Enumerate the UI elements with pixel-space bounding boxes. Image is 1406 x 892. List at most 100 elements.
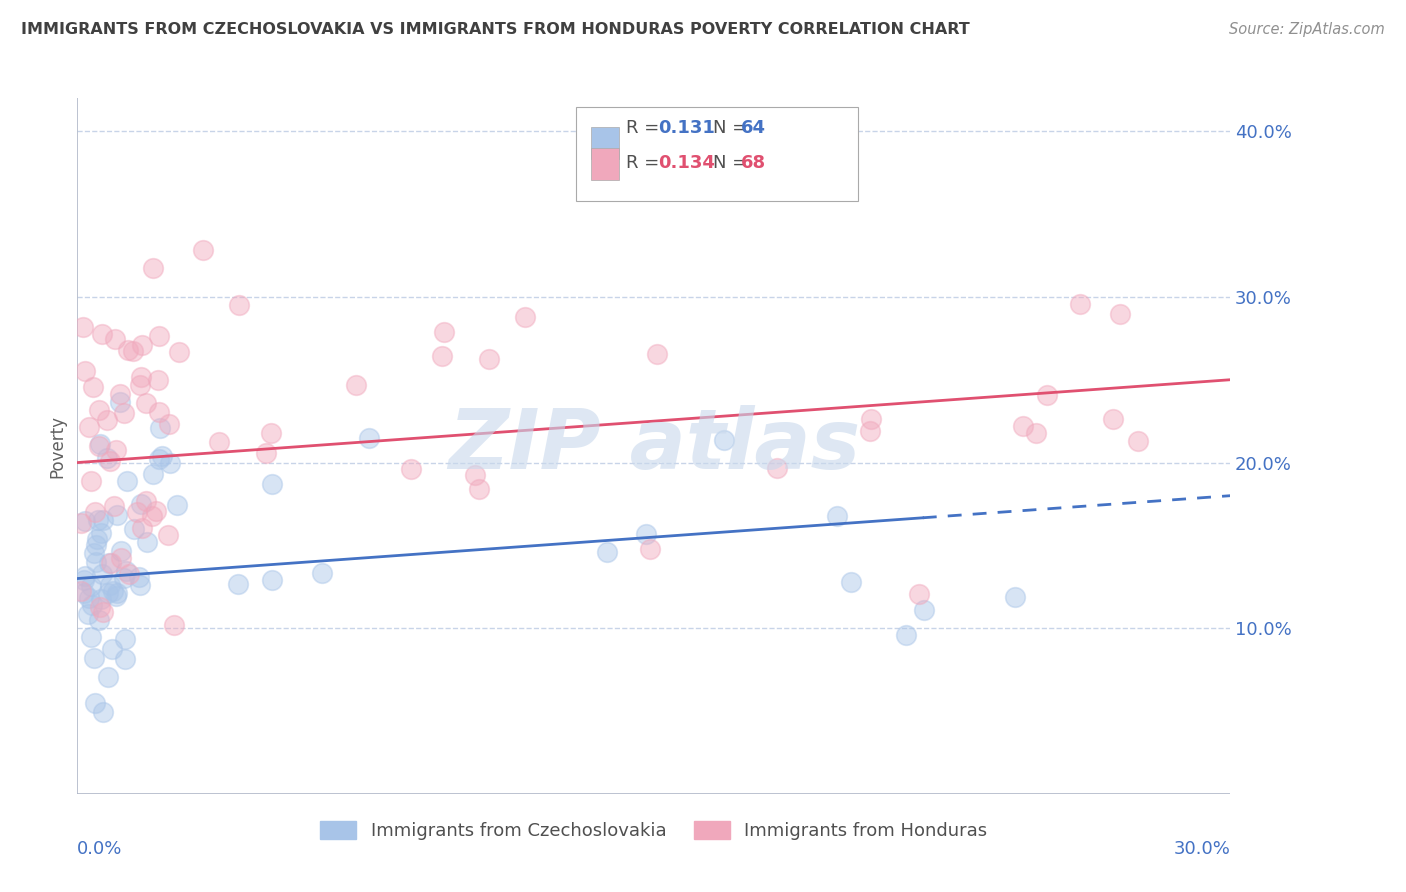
Point (84, 539, 107, 553)
Point (91, 706, 114, 720)
Point (125, 505, 148, 519)
Point (89, 436, 111, 450)
Point (98, 556, 121, 570)
Point (91, 567, 114, 582)
Point (100, 454, 122, 468)
Point (80, 579, 103, 593)
Point (118, 567, 141, 582)
Point (114, 564, 136, 578)
Point (101, 584, 124, 599)
Point (159, 456, 181, 470)
Point (122, 343, 145, 358)
Point (1069, 297, 1091, 311)
Point (91, 605, 114, 619)
Point (122, 522, 145, 536)
Point (859, 412, 882, 426)
Point (98, 578, 121, 592)
Point (70, 584, 93, 599)
Point (357, 431, 380, 445)
Point (634, 526, 657, 541)
Point (467, 482, 489, 496)
Point (72, 585, 94, 599)
Text: R =: R = (626, 154, 665, 172)
Point (87, 403, 110, 417)
Point (112, 406, 135, 420)
Point (596, 545, 619, 559)
Point (114, 652, 136, 666)
Point (166, 499, 188, 513)
Point (167, 345, 190, 359)
Point (108, 387, 131, 401)
Point (105, 589, 128, 603)
Point (149, 420, 172, 434)
Point (477, 351, 499, 366)
Legend: Immigrants from Czechoslovakia, Immigrants from Honduras: Immigrants from Czechoslovakia, Immigran… (314, 814, 994, 847)
Point (150, 449, 173, 463)
Point (90, 525, 112, 540)
Point (84, 555, 107, 569)
Point (110, 551, 132, 566)
Point (104, 442, 127, 457)
Point (1036, 388, 1059, 402)
Point (1101, 412, 1123, 426)
Point (114, 632, 136, 646)
Point (80, 599, 103, 613)
Point (100, 556, 122, 570)
Point (148, 373, 170, 387)
Point (75, 515, 97, 529)
Point (839, 575, 862, 590)
Point (108, 394, 131, 409)
Point (82, 379, 104, 393)
Point (1025, 425, 1047, 440)
Point (76, 607, 98, 622)
Point (148, 451, 170, 466)
Point (96, 451, 118, 466)
Point (142, 261, 165, 276)
Point (858, 424, 880, 438)
Point (260, 426, 283, 441)
Point (432, 349, 454, 363)
Point (79, 475, 101, 489)
Text: 0.0%: 0.0% (77, 840, 122, 858)
Point (260, 573, 283, 587)
Text: Source: ZipAtlas.com: Source: ZipAtlas.com (1229, 22, 1385, 37)
Point (103, 332, 125, 346)
Text: 64: 64 (741, 119, 766, 136)
Point (896, 628, 918, 642)
Point (97, 670, 120, 684)
Point (191, 243, 214, 257)
Point (101, 641, 124, 656)
Point (912, 603, 935, 617)
Point (89, 439, 111, 453)
Point (83, 651, 105, 665)
Point (344, 378, 367, 392)
Point (262, 476, 284, 491)
Point (73, 569, 96, 583)
Point (135, 494, 157, 508)
Point (131, 338, 153, 352)
Point (142, 467, 165, 481)
Point (117, 343, 139, 358)
Point (157, 417, 180, 432)
Point (96, 413, 118, 427)
Text: ZIP atlas: ZIP atlas (447, 406, 860, 486)
Point (75, 364, 97, 378)
Point (87, 513, 110, 527)
Point (135, 395, 157, 409)
Point (401, 462, 423, 476)
Point (513, 310, 536, 324)
Point (129, 577, 152, 591)
Point (131, 521, 153, 535)
Point (105, 508, 128, 523)
Text: R =: R = (626, 119, 665, 136)
Point (112, 571, 135, 585)
Point (226, 577, 249, 591)
Point (70, 516, 93, 531)
Point (141, 508, 163, 523)
Point (87, 614, 110, 628)
Point (638, 541, 661, 556)
Point (766, 461, 789, 475)
Text: 0.131: 0.131 (658, 119, 714, 136)
Point (1004, 590, 1026, 604)
Point (83, 545, 105, 559)
